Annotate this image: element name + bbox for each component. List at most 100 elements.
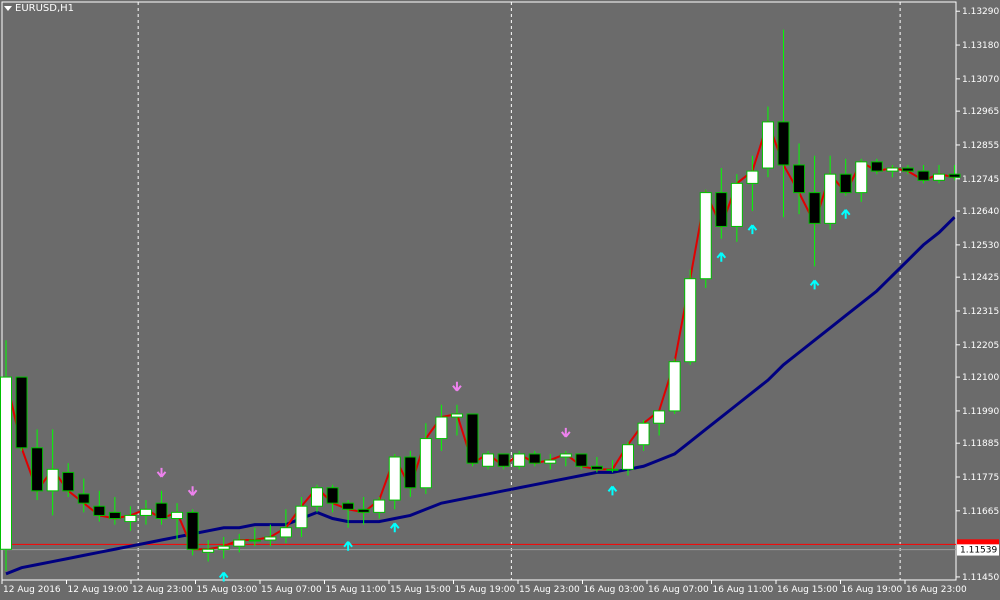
x-tick-label: 12 Aug 2016 (3, 585, 61, 595)
candle-bull (248, 539, 261, 542)
candle-bull (824, 173, 837, 224)
candle-bear (404, 456, 417, 489)
candle-bear (528, 453, 541, 464)
candle-bull (295, 505, 308, 529)
candle-bull (388, 456, 401, 501)
candle-bull (202, 548, 215, 553)
candle-bull (482, 453, 495, 467)
candle-bull (124, 514, 137, 523)
y-tick-label: 1.12315 (962, 307, 999, 317)
candle-bear (777, 121, 790, 166)
candle-bear (342, 502, 355, 510)
candle-bull (233, 539, 246, 547)
sell-arrow-icon (561, 427, 571, 438)
buy-arrow-icon (716, 252, 727, 262)
candle-bear (793, 164, 806, 194)
candle-bear (497, 453, 510, 467)
candle-bear (808, 192, 821, 224)
x-tick-label: 12 Aug 23:00 (132, 585, 193, 595)
candle-bull (746, 170, 759, 184)
candle-bull (668, 361, 681, 412)
candle-bull (217, 545, 230, 550)
candle-bear (917, 170, 930, 181)
x-tick-label: 16 Aug 19:00 (842, 585, 903, 595)
candle-bull (653, 410, 666, 424)
candle-bull (730, 182, 743, 227)
buy-arrow-icon (840, 209, 851, 219)
candle-bear (870, 161, 883, 172)
candle-bull (373, 499, 386, 513)
candle-bull (637, 422, 650, 446)
y-tick-label: 1.13070 (962, 75, 999, 85)
x-tick-label: 16 Aug 07:00 (648, 585, 709, 595)
x-tick-label: 12 Aug 19:00 (68, 585, 129, 595)
x-tick-label: 16 Aug 15:00 (777, 585, 838, 595)
y-tick-label: 1.11775 (962, 473, 999, 483)
candle-bull (684, 278, 697, 363)
y-tick-label: 1.12425 (962, 273, 999, 283)
buy-arrow-icon (389, 522, 400, 533)
candle-bear (15, 376, 28, 449)
candle-bull (171, 511, 184, 520)
x-tick-label: 16 Aug 03:00 (584, 585, 645, 595)
buy-arrow-icon (607, 485, 618, 496)
y-tick-label: 1.12855 (962, 141, 999, 151)
price-line-marker (957, 539, 999, 545)
candle-bull (933, 173, 945, 181)
buy-arrow-icon (343, 541, 353, 551)
y-tick-label: 1.12965 (962, 107, 999, 117)
candle-bull (419, 438, 432, 489)
y-tick-label: 1.12100 (962, 373, 999, 383)
sell-arrow-icon (156, 467, 167, 478)
candle-bear (590, 465, 603, 470)
x-tick-label: 16 Aug 11:00 (713, 585, 774, 595)
candle-bull (264, 536, 277, 541)
buy-arrow-icon (747, 224, 758, 235)
x-tick-label: 15 Aug 03:00 (197, 585, 258, 595)
buy-arrow-icon (809, 279, 820, 290)
candle-bull (886, 167, 899, 172)
candle-bull (435, 416, 448, 440)
candle-bear (62, 471, 75, 492)
symbol-timeframe-label[interactable]: EURUSD,H1 (4, 3, 74, 14)
candle-bull (855, 161, 868, 194)
candle-bull (139, 508, 152, 516)
sell-arrow-icon (452, 381, 462, 392)
candle-bear (326, 487, 339, 504)
candle-bull (559, 453, 572, 458)
moving-average-line (5, 216, 956, 576)
candle-bull (450, 413, 463, 418)
candle-bear (93, 505, 106, 516)
candle-bull (513, 453, 526, 467)
y-tick-label: 1.12745 (962, 175, 999, 185)
sell-arrow-icon (187, 486, 198, 496)
y-tick-label: 1.13180 (962, 41, 999, 51)
y-tick-label: 1.11990 (962, 407, 999, 417)
current-price-label: 1.11539 (960, 546, 997, 556)
candle-bear (948, 173, 961, 178)
candle-bear (901, 167, 914, 172)
candle-bull (279, 527, 292, 538)
candle-bull (699, 192, 712, 280)
candle-bear (357, 508, 370, 513)
candle-bear (31, 447, 44, 492)
candle-bull (0, 376, 12, 550)
candle-bull (606, 468, 619, 471)
plot-frame (1, 1, 957, 581)
candle-bear (466, 413, 479, 464)
candle-bull (46, 468, 59, 492)
y-tick-label: 1.12640 (962, 207, 999, 217)
candle-bear (186, 511, 199, 550)
y-tick-label: 1.11450 (962, 573, 999, 583)
y-tick-label: 1.12530 (962, 241, 999, 251)
candle-bear (715, 192, 728, 227)
dropdown-triangle-icon (4, 6, 12, 11)
symbol-text: EURUSD,H1 (15, 3, 75, 14)
x-tick-label: 15 Aug 07:00 (261, 585, 322, 595)
candle-bear (839, 173, 852, 194)
candle-bear (155, 502, 168, 520)
y-tick-label: 1.11665 (962, 507, 999, 517)
x-tick-label: 15 Aug 23:00 (519, 585, 580, 595)
